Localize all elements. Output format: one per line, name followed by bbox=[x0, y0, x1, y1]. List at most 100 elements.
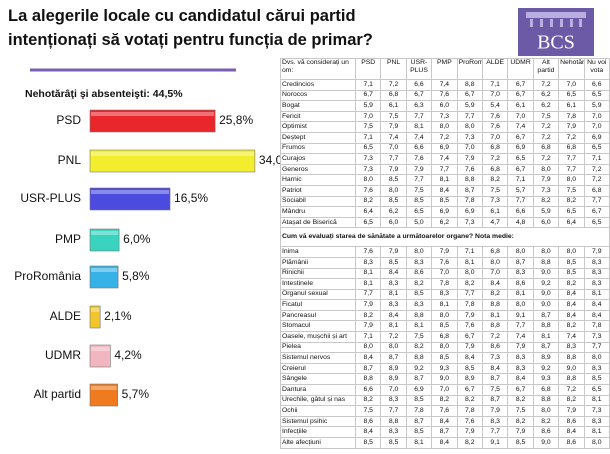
table-cell: 8,1 bbox=[354, 267, 382, 280]
table-cell: 7,9 bbox=[380, 121, 407, 133]
table-cell: 8,6 bbox=[558, 437, 585, 449]
data-table: Dvs. vă considerați un om: PSD PNL USR-PLUS… bbox=[280, 58, 610, 449]
table-cell: 7,2 bbox=[481, 153, 509, 165]
table-cell: 8,0 bbox=[431, 341, 458, 354]
table-cell: 6,1 bbox=[558, 100, 585, 112]
table-cell: 6,6 bbox=[405, 79, 433, 91]
table-row: Mândru 6,4 6,2 6,5 6,9 6,9 6,1 6,6 5,9 6,5 6,7 bbox=[280, 206, 610, 218]
value-label: 2,1% bbox=[104, 309, 132, 323]
table-cell: 8,3 bbox=[507, 362, 534, 375]
table-cell: 8,2 bbox=[532, 415, 560, 428]
table-cell: 6,6 bbox=[405, 142, 433, 155]
table-cell: 8,3 bbox=[380, 394, 407, 407]
table-cell: 8,2 bbox=[431, 394, 458, 407]
table-cell: 8,0 bbox=[507, 299, 534, 311]
table-cell: Curajos bbox=[280, 153, 356, 165]
table-cell: 5,0 bbox=[405, 216, 433, 229]
table-cell: 8,8 bbox=[532, 256, 560, 269]
table-cell: Sistemul psihic bbox=[280, 415, 356, 428]
table-cell: 7,3 bbox=[354, 163, 382, 176]
table-cell: 8,2 bbox=[405, 278, 433, 290]
table-cell: 8,7 bbox=[380, 352, 407, 364]
table-row: Deștept 7,1 7,4 7,4 7,2 7,3 7,0 6,7 7,2 7,2 6,9 bbox=[280, 131, 610, 144]
table-cell: 7,4 bbox=[380, 131, 407, 144]
table-cell: 7,3 bbox=[583, 331, 610, 343]
bar bbox=[89, 344, 111, 368]
table-cell: 8,0 bbox=[431, 309, 458, 322]
table-cell: 8,3 bbox=[354, 256, 382, 269]
table-cell: 8,0 bbox=[558, 246, 585, 258]
table-cell: 8,8 bbox=[558, 373, 585, 386]
table-cell: 8,0 bbox=[456, 121, 483, 133]
table-cell: 8,2 bbox=[354, 309, 382, 322]
bar-highlight bbox=[91, 112, 215, 116]
table-cell: 6,5 bbox=[583, 216, 610, 229]
table-cell: 8,5 bbox=[431, 195, 458, 208]
table-cell: 8,4 bbox=[380, 309, 407, 322]
table-cell: 6,9 bbox=[456, 206, 483, 218]
table-cell: 9,0 bbox=[532, 299, 560, 311]
table-cell: 8,1 bbox=[354, 278, 382, 290]
table-cell: 8,8 bbox=[405, 309, 433, 322]
table-cell: Stomacul bbox=[280, 320, 356, 333]
table-cell: 8,8 bbox=[456, 79, 483, 91]
table-cell: 6,3 bbox=[405, 100, 433, 112]
table-cell: 7,1 bbox=[507, 174, 534, 186]
table-cell: 6,1 bbox=[481, 206, 509, 218]
table-cell: 7,9 bbox=[354, 320, 382, 333]
table-cell: 8,4 bbox=[558, 309, 585, 322]
table-cell: 6,8 bbox=[380, 89, 407, 102]
table-cell: 7,0 bbox=[456, 142, 483, 155]
table-cell: Fericit bbox=[280, 110, 356, 123]
table-cell: 8,4 bbox=[431, 184, 458, 197]
table-cell: Alt partid bbox=[532, 58, 560, 80]
table-cell: 7,6 bbox=[481, 110, 509, 123]
table-cell: 8,3 bbox=[583, 415, 610, 428]
table-cell: 6,7 bbox=[583, 206, 610, 218]
table-cell: 7,0 bbox=[583, 121, 610, 133]
table-cell: 8,2 bbox=[481, 174, 509, 186]
table-cell: 8,6 bbox=[481, 341, 509, 354]
table-cell: Mândru bbox=[280, 206, 356, 218]
table-cell: 7,1 bbox=[456, 246, 483, 258]
table-cell: 7,8 bbox=[558, 110, 585, 123]
table-cell: Dvs. vă considerați un om: bbox=[280, 58, 356, 80]
table-cell: 8,0 bbox=[532, 163, 560, 176]
table-cell: 9,2 bbox=[532, 278, 560, 290]
table-cell: 7,5 bbox=[405, 184, 433, 197]
table-cell: 4,8 bbox=[507, 216, 534, 229]
table-cell: 7,6 bbox=[354, 184, 382, 197]
table-cell: 6,9 bbox=[405, 384, 433, 396]
table-cell: 8,3 bbox=[507, 267, 534, 280]
table-cell: 7,9 bbox=[456, 426, 483, 438]
table-cell: 8,0 bbox=[583, 437, 610, 449]
table-row: Frumos 6,5 7,0 6,6 6,9 7,0 6,8 6,9 6,8 6,8 6,5 bbox=[280, 142, 610, 155]
table-cell: 6,6 bbox=[354, 384, 382, 396]
table-cell: 8,1 bbox=[481, 309, 509, 322]
table-cell: Inima bbox=[280, 246, 356, 258]
table-cell: 8,1 bbox=[405, 320, 433, 333]
table-cell: 8,2 bbox=[507, 415, 534, 428]
bar bbox=[89, 305, 101, 329]
table-cell: 6,1 bbox=[507, 100, 534, 112]
table-cell: 7,0 bbox=[481, 89, 509, 102]
table-cell: 8,4 bbox=[354, 426, 382, 438]
table-row: Creierul 8,7 8,9 9,2 9,3 8,5 8,4 8,3 9,2 9,0 8,3 bbox=[280, 362, 610, 375]
table-cell: 8,4 bbox=[481, 362, 509, 375]
table-cell: Plămânii bbox=[280, 256, 356, 269]
table-cell: 7,4 bbox=[405, 131, 433, 144]
table-cell: Pancreasul bbox=[280, 309, 356, 322]
table-cell: 6,5 bbox=[507, 153, 534, 165]
table-cell: Creierul bbox=[280, 362, 356, 375]
table-cell: 7,0 bbox=[380, 142, 407, 155]
table-cell: 8,8 bbox=[456, 174, 483, 186]
table-row: Organul sexual 7,7 8,1 8,5 8,3 7,7 8,2 8,1 9,0 8,… bbox=[280, 288, 610, 301]
table-cell: 7,2 bbox=[558, 131, 585, 144]
table-cell: 8,5 bbox=[405, 195, 433, 208]
table-cell: 7,9 bbox=[380, 246, 407, 258]
table-row: Generos 7,3 7,9 7,9 7,7 7,6 6,8 6,7 8,0 7,7 7,2 bbox=[280, 163, 610, 176]
table-cell: 6,8 bbox=[481, 246, 509, 258]
table-cell: 6,2 bbox=[431, 216, 458, 229]
table-cell: 7,7 bbox=[456, 288, 483, 301]
table-row: Norocos 6,7 6,8 6,7 7,6 6,7 7,0 6,7 6,2 6,5 6,5 bbox=[280, 89, 610, 102]
